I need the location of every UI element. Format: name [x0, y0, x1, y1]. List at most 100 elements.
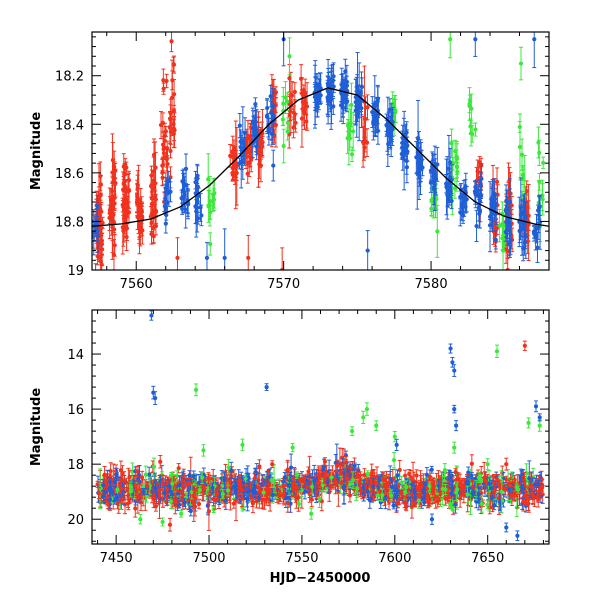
bottom-outlier-point: [515, 530, 520, 542]
top-outlier-point: [222, 228, 227, 270]
top-data-point: [473, 180, 478, 194]
top-outlier-point: [473, 32, 478, 57]
top-data-point: [393, 98, 398, 124]
top-data-point: [314, 73, 319, 99]
top-outlier-point: [518, 46, 524, 81]
bottom-outlier-point: [454, 420, 459, 432]
bottom-data-point: [196, 498, 202, 510]
top-data-point: [237, 113, 242, 139]
bottom-panel-axes: 7450 7500 7550 7600 7650 14 16 18 20: [67, 309, 550, 566]
top-data-point: [518, 177, 523, 238]
top-data-point: [268, 84, 273, 108]
top-y-tick-label: 18.6: [55, 167, 84, 182]
bottom-data-point: [158, 455, 163, 469]
bottom-outlier-point: [290, 443, 295, 453]
top-data-point: [474, 210, 479, 243]
bottom-y-tick-label: 14: [67, 348, 84, 363]
top-data-point: [172, 79, 177, 110]
top-outlier-point: [365, 230, 370, 270]
bottom-outlier-point: [264, 383, 269, 391]
bottom-outlier-point: [485, 458, 490, 471]
top-outlier-point: [349, 82, 354, 127]
top-data-point: [487, 218, 493, 232]
bottom-outlier-point: [364, 402, 370, 416]
top-data-point: [181, 173, 186, 207]
top-data-point: [325, 76, 331, 91]
bottom-outlier-point: [452, 441, 457, 454]
top-data-point: [537, 172, 542, 191]
bottom-x-tick-label: 7600: [378, 551, 411, 566]
bottom-data-point: [277, 489, 282, 502]
top-data-point: [455, 161, 460, 183]
bottom-outlier-point: [167, 517, 173, 532]
top-data-point: [160, 112, 165, 134]
top-data-point: [362, 129, 368, 153]
top-data-point: [198, 193, 203, 222]
top-data-point: [445, 183, 450, 207]
top-data-point: [521, 168, 526, 181]
top-outlier-point: [532, 32, 537, 69]
top-x-tick-label: 7560: [120, 277, 153, 292]
top-data-point: [291, 116, 296, 139]
bottom-outlier-point: [201, 444, 206, 457]
top-data-point: [460, 193, 466, 222]
top-data-point: [304, 82, 310, 131]
bottom-data-point: [188, 505, 193, 517]
bottom-data-point: [429, 465, 434, 474]
bottom-outlier-point: [494, 344, 500, 358]
bottom-data-point: [143, 465, 148, 484]
top-data-point: [151, 138, 157, 172]
top-data-point: [122, 168, 128, 204]
top-data-point: [121, 171, 126, 209]
top-data-point: [522, 193, 527, 256]
bottom-x-tick-label: 7550: [285, 551, 318, 566]
top-data-point: [259, 146, 264, 160]
top-y-tick-label: 19: [67, 264, 84, 279]
top-data-point: [494, 167, 500, 197]
top-data-point: [541, 156, 546, 170]
bottom-data-point: [395, 469, 400, 481]
top-data-point: [435, 204, 440, 258]
top-data-point: [238, 137, 243, 157]
top-data-point: [160, 157, 165, 174]
top-data-point: [418, 149, 423, 183]
bottom-outlier-point: [138, 514, 143, 525]
bottom-panel-data-points: [95, 310, 545, 542]
bottom-data-point: [492, 500, 497, 511]
top-panel-y-axis-title: Magnitude: [29, 112, 44, 191]
top-data-point: [280, 112, 285, 127]
top-data-point: [540, 183, 545, 216]
top-data-point: [331, 79, 336, 94]
top-data-point: [364, 128, 370, 157]
top-data-point: [164, 146, 169, 168]
bottom-outlier-point: [504, 457, 509, 471]
top-data-point: [508, 224, 513, 255]
top-panel-zoomed-light-curve: 7560 7570 7580 18.2 18.4 18.6 18.8 19 Magnitude: [29, 31, 550, 292]
bottom-outlier-point: [429, 513, 435, 525]
top-data-point: [253, 97, 258, 111]
bottom-data-point: [414, 469, 419, 482]
top-data-point: [148, 206, 153, 228]
top-data-point: [169, 32, 174, 53]
top-data-point: [153, 190, 158, 202]
top-x-tick-label: 7570: [267, 277, 300, 292]
bottom-x-tick-label: 7650: [471, 551, 504, 566]
top-data-point: [98, 175, 103, 194]
top-data-point: [370, 96, 375, 129]
top-data-point: [193, 170, 198, 194]
top-data-point: [536, 126, 541, 159]
bottom-outlier-point: [533, 400, 539, 413]
top-panel-model-curve: [92, 87, 549, 227]
bottom-panel-y-axis-title: Magnitude: [29, 388, 44, 467]
top-data-point: [285, 117, 291, 129]
bottom-outlier-point: [526, 417, 531, 429]
bottom-outlier-point: [537, 419, 542, 432]
top-data-point: [338, 88, 344, 122]
top-data-point: [113, 168, 118, 198]
top-data-point: [532, 225, 537, 242]
top-data-point: [123, 158, 128, 172]
top-data-point: [233, 120, 238, 210]
bottom-data-point: [391, 451, 397, 469]
top-data-point: [107, 196, 112, 225]
top-data-point: [428, 172, 433, 193]
